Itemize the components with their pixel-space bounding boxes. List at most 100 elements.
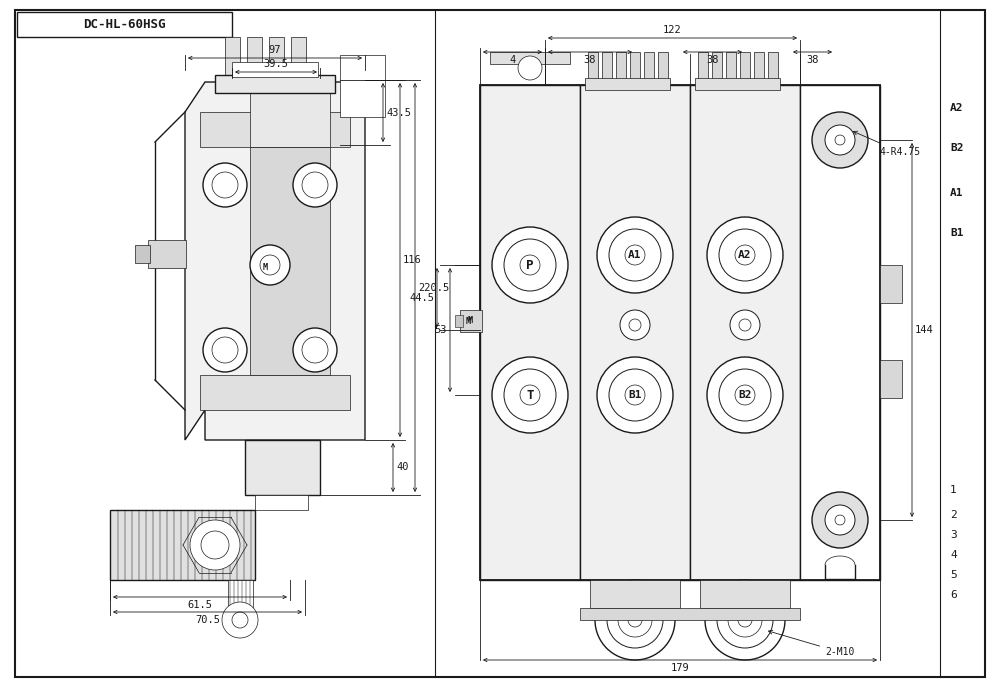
Circle shape: [222, 602, 258, 638]
Polygon shape: [185, 82, 365, 440]
Bar: [754, 52, 764, 86]
Bar: [480, 85, 880, 580]
Text: 43.5: 43.5: [386, 107, 411, 117]
Bar: [148, 240, 186, 268]
Text: 116: 116: [403, 255, 422, 265]
Circle shape: [203, 163, 247, 207]
Text: 144: 144: [915, 325, 934, 335]
Text: 70.5: 70.5: [195, 615, 220, 625]
Polygon shape: [155, 112, 185, 410]
Circle shape: [203, 328, 247, 372]
Text: 4: 4: [950, 550, 957, 560]
Circle shape: [825, 505, 855, 535]
Circle shape: [739, 319, 751, 331]
Circle shape: [597, 217, 673, 293]
Bar: [215, 75, 335, 93]
Bar: [480, 85, 580, 580]
Text: 53: 53: [435, 325, 447, 335]
Bar: [250, 147, 330, 375]
Text: 1: 1: [950, 485, 957, 495]
Bar: [880, 360, 902, 398]
Text: M: M: [263, 262, 268, 271]
Circle shape: [628, 613, 642, 627]
Text: 38: 38: [584, 55, 596, 65]
Bar: [690, 85, 800, 580]
Circle shape: [825, 125, 855, 155]
Text: B1: B1: [628, 390, 642, 400]
Bar: [269, 37, 284, 82]
Text: A1: A1: [628, 250, 642, 260]
Circle shape: [302, 172, 328, 198]
Bar: [602, 52, 612, 86]
Circle shape: [618, 603, 652, 637]
Circle shape: [719, 229, 771, 281]
Text: 122: 122: [663, 25, 682, 35]
Bar: [250, 82, 330, 147]
Text: M: M: [468, 315, 473, 324]
Circle shape: [504, 239, 556, 291]
Circle shape: [250, 245, 290, 285]
Circle shape: [705, 580, 785, 660]
Text: 40: 40: [396, 462, 409, 473]
Circle shape: [730, 310, 760, 340]
Bar: [110, 510, 255, 580]
Circle shape: [212, 172, 238, 198]
Text: 2: 2: [950, 510, 957, 520]
Text: 4-R4.75: 4-R4.75: [853, 131, 921, 157]
Bar: [695, 78, 780, 90]
Circle shape: [609, 229, 661, 281]
Bar: [580, 85, 690, 580]
Circle shape: [518, 56, 542, 80]
Bar: [588, 52, 598, 86]
Bar: [768, 52, 778, 86]
Bar: [247, 37, 262, 82]
Bar: [726, 52, 736, 86]
Circle shape: [492, 227, 568, 303]
Bar: [460, 310, 482, 332]
Bar: [455, 315, 463, 327]
Circle shape: [625, 245, 645, 265]
Bar: [200, 112, 350, 147]
Circle shape: [492, 357, 568, 433]
Text: 5: 5: [950, 570, 957, 580]
Text: 2-M10: 2-M10: [769, 630, 854, 657]
Text: B1: B1: [950, 228, 964, 238]
Bar: [880, 265, 902, 303]
Circle shape: [629, 319, 641, 331]
Circle shape: [201, 531, 229, 559]
Circle shape: [597, 357, 673, 433]
Circle shape: [232, 612, 248, 628]
Text: 38: 38: [706, 55, 719, 65]
Text: A2: A2: [738, 250, 752, 260]
Text: P: P: [526, 258, 534, 271]
Bar: [490, 52, 570, 64]
Bar: [291, 37, 306, 82]
Circle shape: [620, 310, 650, 340]
Text: 4: 4: [509, 55, 516, 65]
Circle shape: [735, 245, 755, 265]
Bar: [658, 52, 668, 86]
Bar: [700, 580, 790, 608]
Circle shape: [609, 369, 661, 421]
Text: 97: 97: [269, 45, 281, 55]
Circle shape: [812, 112, 868, 168]
Text: B2: B2: [950, 143, 964, 153]
Circle shape: [302, 337, 328, 363]
Circle shape: [835, 135, 845, 145]
Bar: [580, 608, 800, 620]
Text: A2: A2: [950, 103, 964, 113]
Circle shape: [293, 328, 337, 372]
Bar: [200, 375, 350, 410]
Text: A1: A1: [950, 188, 964, 198]
Text: DC-HL-60HSG: DC-HL-60HSG: [83, 17, 165, 30]
Bar: [245, 440, 320, 495]
Bar: [630, 52, 640, 86]
Text: 38: 38: [806, 55, 819, 65]
Text: T: T: [526, 389, 534, 401]
Text: 44.5: 44.5: [409, 293, 434, 302]
Bar: [340, 55, 385, 117]
Bar: [698, 52, 708, 86]
Text: 6: 6: [950, 590, 957, 600]
Circle shape: [707, 217, 783, 293]
Circle shape: [625, 385, 645, 405]
